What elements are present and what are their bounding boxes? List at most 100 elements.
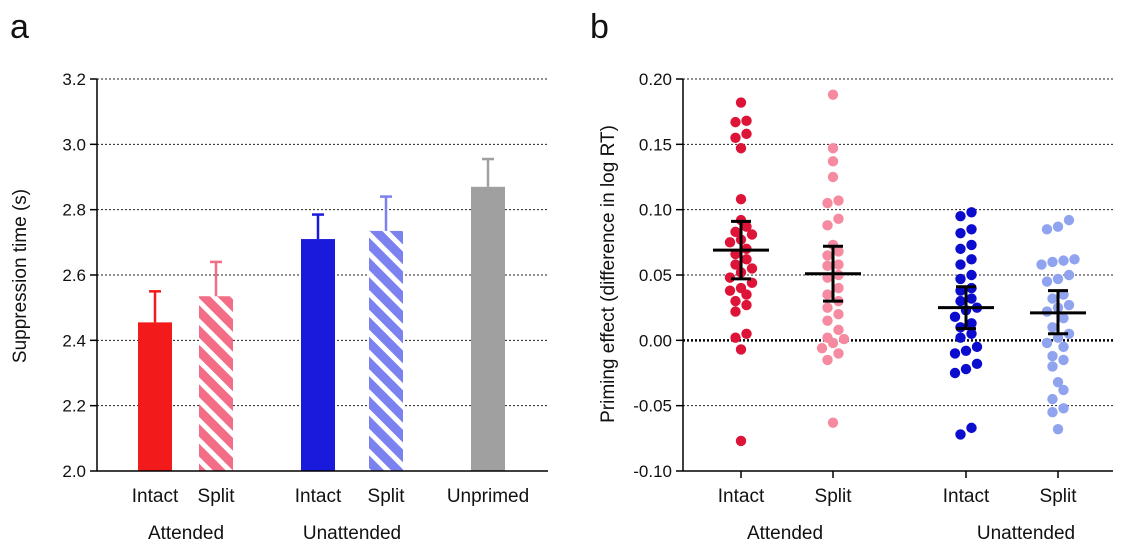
bar bbox=[369, 230, 403, 471]
data-point bbox=[1041, 337, 1053, 349]
data-point bbox=[1047, 361, 1058, 372]
data-point bbox=[724, 285, 736, 296]
data-point bbox=[827, 156, 839, 167]
x-tick-label: Intact bbox=[132, 486, 179, 507]
data-point bbox=[833, 348, 844, 359]
data-point bbox=[1036, 259, 1047, 270]
data-point bbox=[1041, 276, 1053, 287]
panel-a-y-axis-label: Suppression time (s) bbox=[10, 189, 31, 363]
data-point bbox=[955, 211, 966, 222]
data-point bbox=[1058, 403, 1069, 414]
data-point bbox=[960, 363, 972, 375]
data-point bbox=[955, 295, 966, 307]
data-point bbox=[1041, 224, 1053, 235]
data-point bbox=[971, 358, 983, 370]
data-point bbox=[833, 324, 844, 336]
y-tick-label: 3.2 bbox=[62, 70, 86, 89]
data-point bbox=[730, 259, 741, 270]
y-tick-label: 0.05 bbox=[639, 266, 672, 285]
x-tick-label: Split bbox=[368, 486, 406, 507]
data-point bbox=[1063, 269, 1075, 281]
panel-b: b Priming effect (difference in log RT) … bbox=[590, 8, 1113, 544]
panel-b-y-axis-label: Priming effect (difference in log RT) bbox=[598, 125, 619, 423]
data-point bbox=[822, 354, 833, 366]
data-point bbox=[741, 299, 752, 311]
panel-b-x-labels: Intact Split Intact Split Attended Unattended bbox=[718, 486, 1077, 544]
x-tick-label: Intact bbox=[295, 486, 342, 507]
data-point bbox=[730, 116, 741, 128]
data-point bbox=[746, 263, 758, 274]
data-point bbox=[746, 229, 758, 240]
data-point bbox=[730, 306, 741, 317]
panel-a-x-labels: Intact Split Intact Split Unprimed Attended Un… bbox=[132, 486, 529, 544]
x-tick-label: Intact bbox=[943, 486, 990, 507]
bar bbox=[471, 186, 505, 472]
data-point bbox=[966, 318, 977, 329]
data-point bbox=[730, 132, 741, 143]
data-point bbox=[955, 243, 966, 255]
data-point bbox=[816, 342, 828, 354]
data-point bbox=[741, 128, 752, 140]
y-tick-label: -0.10 bbox=[633, 462, 672, 481]
data-point bbox=[1058, 255, 1069, 266]
data-point bbox=[822, 302, 833, 313]
data-point bbox=[735, 435, 747, 447]
data-point bbox=[827, 417, 839, 428]
y-tick-label: 2.2 bbox=[62, 397, 86, 416]
data-point bbox=[735, 143, 747, 154]
data-point bbox=[822, 289, 833, 300]
data-point bbox=[822, 260, 833, 272]
group-label: Unattended bbox=[303, 523, 401, 544]
data-point bbox=[822, 332, 833, 343]
x-tick-label: Split bbox=[1040, 486, 1078, 507]
y-tick-label: 2.4 bbox=[62, 331, 86, 350]
data-point bbox=[966, 422, 977, 434]
data-point bbox=[1047, 322, 1058, 333]
group-label: Unattended bbox=[977, 523, 1075, 544]
data-point bbox=[741, 115, 752, 127]
data-point bbox=[966, 239, 977, 251]
x-tick-label: Intact bbox=[718, 486, 765, 507]
group-label: Attended bbox=[148, 523, 224, 544]
data-point bbox=[730, 295, 741, 307]
data-point bbox=[955, 332, 966, 343]
data-point bbox=[735, 194, 747, 205]
data-point bbox=[955, 227, 966, 239]
data-point bbox=[741, 254, 752, 265]
data-point bbox=[1058, 384, 1069, 396]
data-point bbox=[955, 429, 966, 440]
bar bbox=[138, 322, 172, 471]
panel-a-bars bbox=[138, 157, 505, 472]
data-point bbox=[827, 89, 839, 100]
panel-a-label: a bbox=[10, 8, 29, 46]
data-point bbox=[1052, 273, 1064, 285]
panel-b-label: b bbox=[590, 8, 609, 46]
data-point bbox=[1047, 393, 1058, 405]
data-point bbox=[966, 224, 977, 235]
data-point bbox=[1069, 254, 1080, 265]
data-point bbox=[1063, 299, 1075, 311]
y-tick-label: 0.20 bbox=[639, 70, 672, 89]
x-tick-label: Split bbox=[815, 486, 853, 507]
data-point bbox=[966, 254, 977, 265]
data-point bbox=[1058, 341, 1069, 353]
data-point bbox=[1047, 407, 1058, 418]
data-point bbox=[822, 250, 833, 261]
data-point bbox=[1063, 214, 1075, 226]
x-tick-label: Unprimed bbox=[447, 486, 529, 507]
data-point bbox=[735, 97, 747, 108]
group-label: Attended bbox=[747, 523, 823, 544]
y-tick-label: 0.00 bbox=[639, 331, 672, 350]
data-point bbox=[1047, 350, 1058, 362]
data-point bbox=[966, 328, 977, 339]
data-point bbox=[730, 226, 741, 238]
data-point bbox=[833, 282, 844, 294]
data-point bbox=[741, 328, 752, 339]
data-point bbox=[833, 213, 844, 225]
y-tick-label: 2.0 bbox=[62, 462, 86, 481]
data-point bbox=[1052, 376, 1064, 388]
data-point bbox=[822, 220, 833, 231]
bar bbox=[301, 239, 335, 471]
data-point bbox=[960, 345, 972, 356]
